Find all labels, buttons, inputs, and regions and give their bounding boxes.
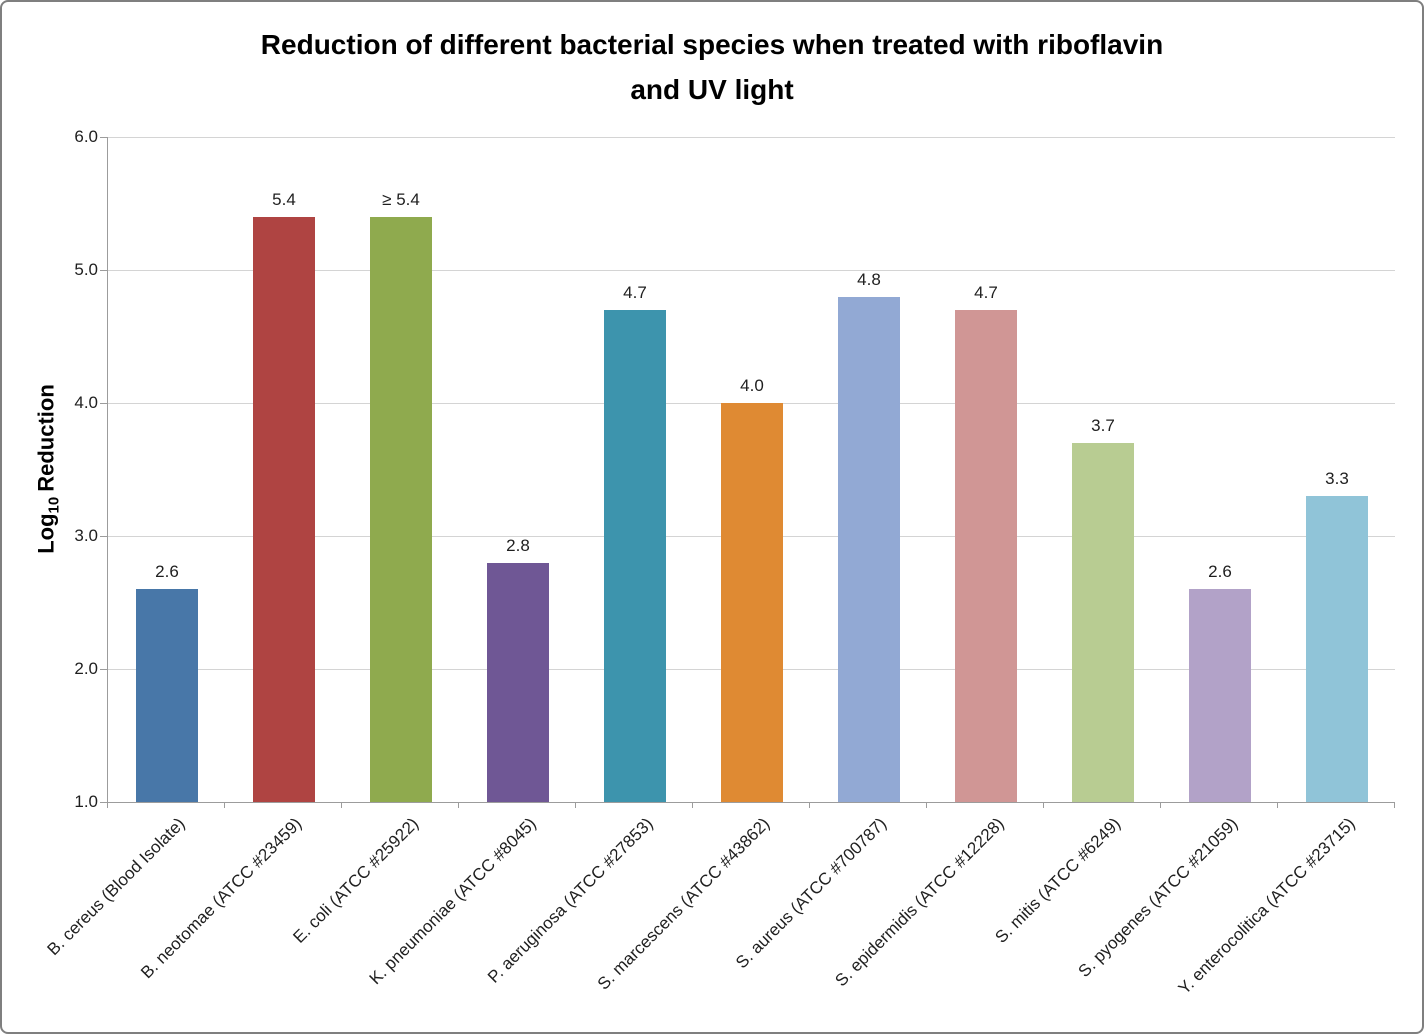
bar-2 bbox=[253, 217, 315, 802]
bar-value-label: 3.7 bbox=[1091, 416, 1115, 435]
y-axis-tick-mark bbox=[100, 536, 107, 537]
y-axis-tick-label: 6.0 bbox=[74, 127, 98, 146]
chart-title: Reduction of different bacterial species… bbox=[2, 22, 1422, 112]
bar-value-label: 3.3 bbox=[1325, 469, 1349, 488]
bar-7 bbox=[838, 297, 900, 802]
y-axis-tick-mark bbox=[100, 403, 107, 404]
y-axis-tick-label: 3.0 bbox=[74, 526, 98, 545]
x-axis-tick-mark bbox=[809, 802, 810, 808]
x-axis-tick-mark bbox=[926, 802, 927, 808]
bar-value-label: 2.6 bbox=[1208, 562, 1232, 581]
bar-9 bbox=[1072, 443, 1134, 802]
y-axis-tick-label: 2.0 bbox=[74, 659, 98, 678]
x-axis-tick-mark bbox=[575, 802, 576, 808]
x-axis-tick-mark bbox=[341, 802, 342, 808]
x-axis-labels: B. cereus (Blood Isolate) B. neotomae (AT… bbox=[43, 808, 1394, 1032]
bar-11 bbox=[1306, 496, 1368, 802]
y-axis-title-subscript: 10 bbox=[45, 496, 63, 514]
plot-area: 2.6 5.4 ≥ 5.4 2.8 4.7 4.0 4.8 4.7 3.7 2.6 3.3 bbox=[107, 137, 1395, 803]
y-axis-tick-label: 1.0 bbox=[74, 792, 98, 811]
bar-5 bbox=[604, 310, 666, 802]
bar-6 bbox=[721, 403, 783, 802]
x-axis-tick-mark bbox=[107, 802, 108, 808]
x-axis-tick-mark bbox=[1043, 802, 1044, 808]
bar-10 bbox=[1189, 589, 1251, 802]
y-axis-tick-mark bbox=[100, 802, 107, 803]
bar-value-label: 2.6 bbox=[155, 562, 179, 581]
x-axis-tick-mark bbox=[1394, 802, 1395, 808]
bar-value-label: 2.8 bbox=[506, 536, 530, 555]
x-axis-tick-mark bbox=[224, 802, 225, 808]
x-axis-tick-mark bbox=[1160, 802, 1161, 808]
bar-3 bbox=[370, 217, 432, 802]
bar-1 bbox=[136, 589, 198, 802]
bar-value-label: 4.0 bbox=[740, 376, 764, 395]
gridline bbox=[108, 270, 1395, 271]
bar-value-label: 4.7 bbox=[623, 283, 647, 302]
y-axis-tick-label: 5.0 bbox=[74, 260, 98, 279]
y-axis-tick-mark bbox=[100, 669, 107, 670]
bar-value-label: 4.7 bbox=[974, 283, 998, 302]
bar-value-label: ≥ 5.4 bbox=[382, 190, 420, 209]
y-axis-tick-mark bbox=[100, 270, 107, 271]
bar-4 bbox=[487, 563, 549, 802]
gridline bbox=[108, 137, 1395, 138]
y-axis-tick-mark bbox=[100, 137, 107, 138]
x-axis-label: S. mitis (ATCC #6249) bbox=[991, 814, 1125, 947]
bar-value-label: 4.8 bbox=[857, 270, 881, 289]
x-axis-label: E. coli (ATCC #25922) bbox=[289, 814, 423, 947]
x-axis-tick-mark bbox=[458, 802, 459, 808]
y-axis-tick-label: 4.0 bbox=[74, 393, 98, 412]
bar-value-label: 5.4 bbox=[272, 190, 296, 209]
x-axis-tick-mark bbox=[692, 802, 693, 808]
chart-title-line-2: and UV light bbox=[630, 74, 794, 105]
x-axis-tick-mark bbox=[1277, 802, 1278, 808]
bar-8 bbox=[955, 310, 1017, 802]
chart-title-line-1: Reduction of different bacterial species… bbox=[260, 29, 1164, 60]
